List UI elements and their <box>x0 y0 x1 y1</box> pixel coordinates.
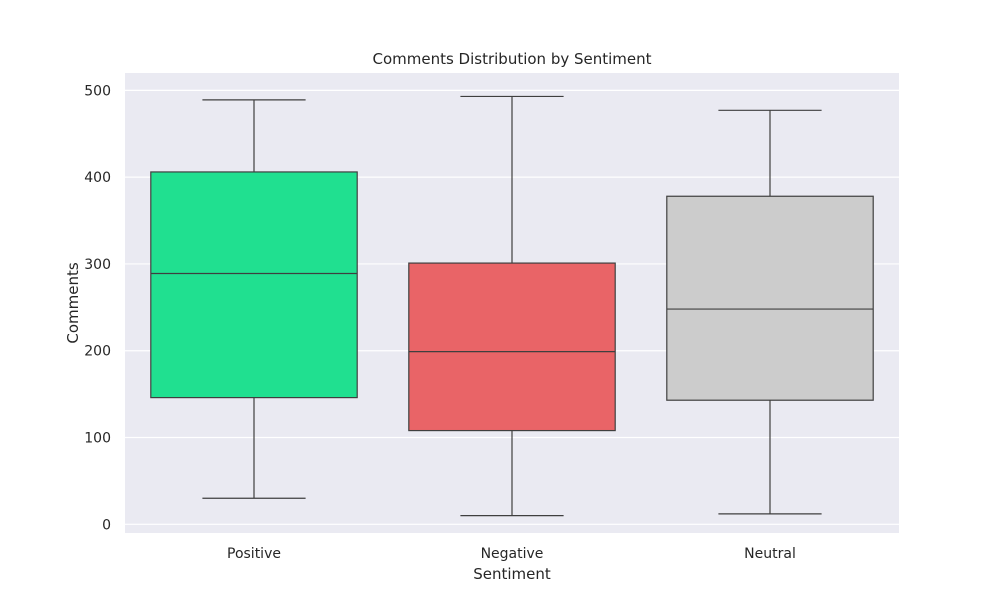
x-tick-labels: Positive Negative Neutral <box>227 546 796 562</box>
box-negative <box>408 95 616 517</box>
iqr-box <box>150 171 358 399</box>
y-tick-labels: 0 100 200 300 400 500 <box>84 83 111 533</box>
boxes <box>150 95 874 517</box>
x-tick-label: Positive <box>227 546 281 562</box>
y-tick-label: 200 <box>84 344 111 360</box>
x-tick-label: Negative <box>481 546 544 562</box>
y-tick-label: 500 <box>84 83 111 99</box>
iqr-box <box>408 262 616 432</box>
y-tick-label: 400 <box>84 170 111 186</box>
box-neutral <box>666 109 874 515</box>
y-tick-label: 300 <box>84 257 111 273</box>
iqr-box <box>666 195 874 401</box>
y-tick-label: 0 <box>102 517 111 533</box>
x-axis-label: Sentiment <box>473 565 551 583</box>
box-positive <box>150 99 358 499</box>
chart-title: Comments Distribution by Sentiment <box>372 50 651 68</box>
y-axis-label: Comments <box>64 262 82 343</box>
y-tick-label: 100 <box>84 431 111 447</box>
x-tick-label: Neutral <box>744 546 796 562</box>
